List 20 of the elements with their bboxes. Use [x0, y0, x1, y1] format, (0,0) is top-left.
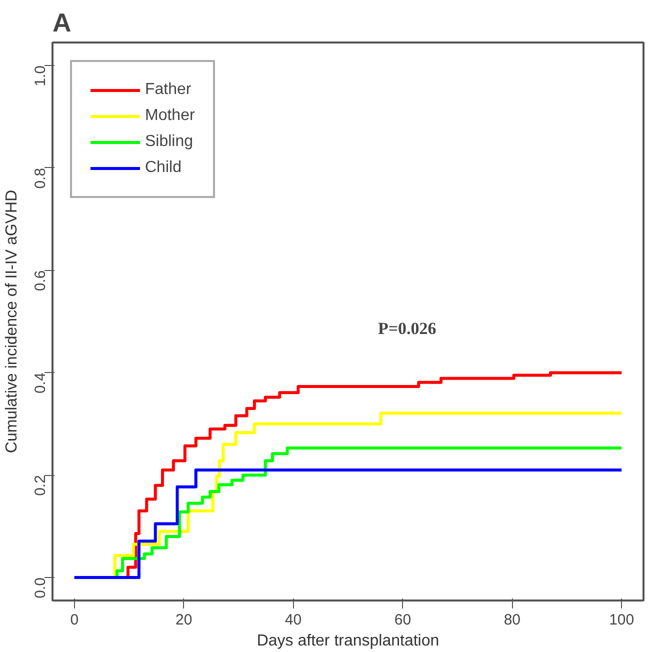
y-tick-label: 0.4	[32, 372, 49, 394]
y-axis-title: Cumulative incidence of II-IV aGVHD	[4, 190, 20, 454]
x-tick-label: 40	[284, 612, 302, 628]
y-tick-label: 0.6	[32, 270, 49, 292]
x-tick-label: 60	[394, 612, 412, 628]
legend-label: Sibling	[145, 133, 194, 151]
chart-title: A	[52, 8, 72, 38]
x-tick-label: 20	[175, 612, 192, 628]
x-axis-title: Days after transplantation	[256, 632, 440, 650]
y-tick-label: 0.2	[32, 475, 49, 496]
legend-label: Mother	[145, 107, 195, 125]
annotation: P=0.026	[378, 319, 436, 338]
y-tick-label: 0.0	[32, 577, 49, 598]
y-tick-label: 0.8	[32, 168, 49, 189]
x-tick-label: 0	[70, 612, 79, 628]
x-tick-label: 100	[609, 612, 634, 628]
legend-label: Child	[145, 159, 182, 177]
y-tick-label: 1.0	[32, 66, 49, 86]
legend-label: Father	[145, 81, 192, 99]
x-tick-label: 80	[504, 612, 521, 628]
